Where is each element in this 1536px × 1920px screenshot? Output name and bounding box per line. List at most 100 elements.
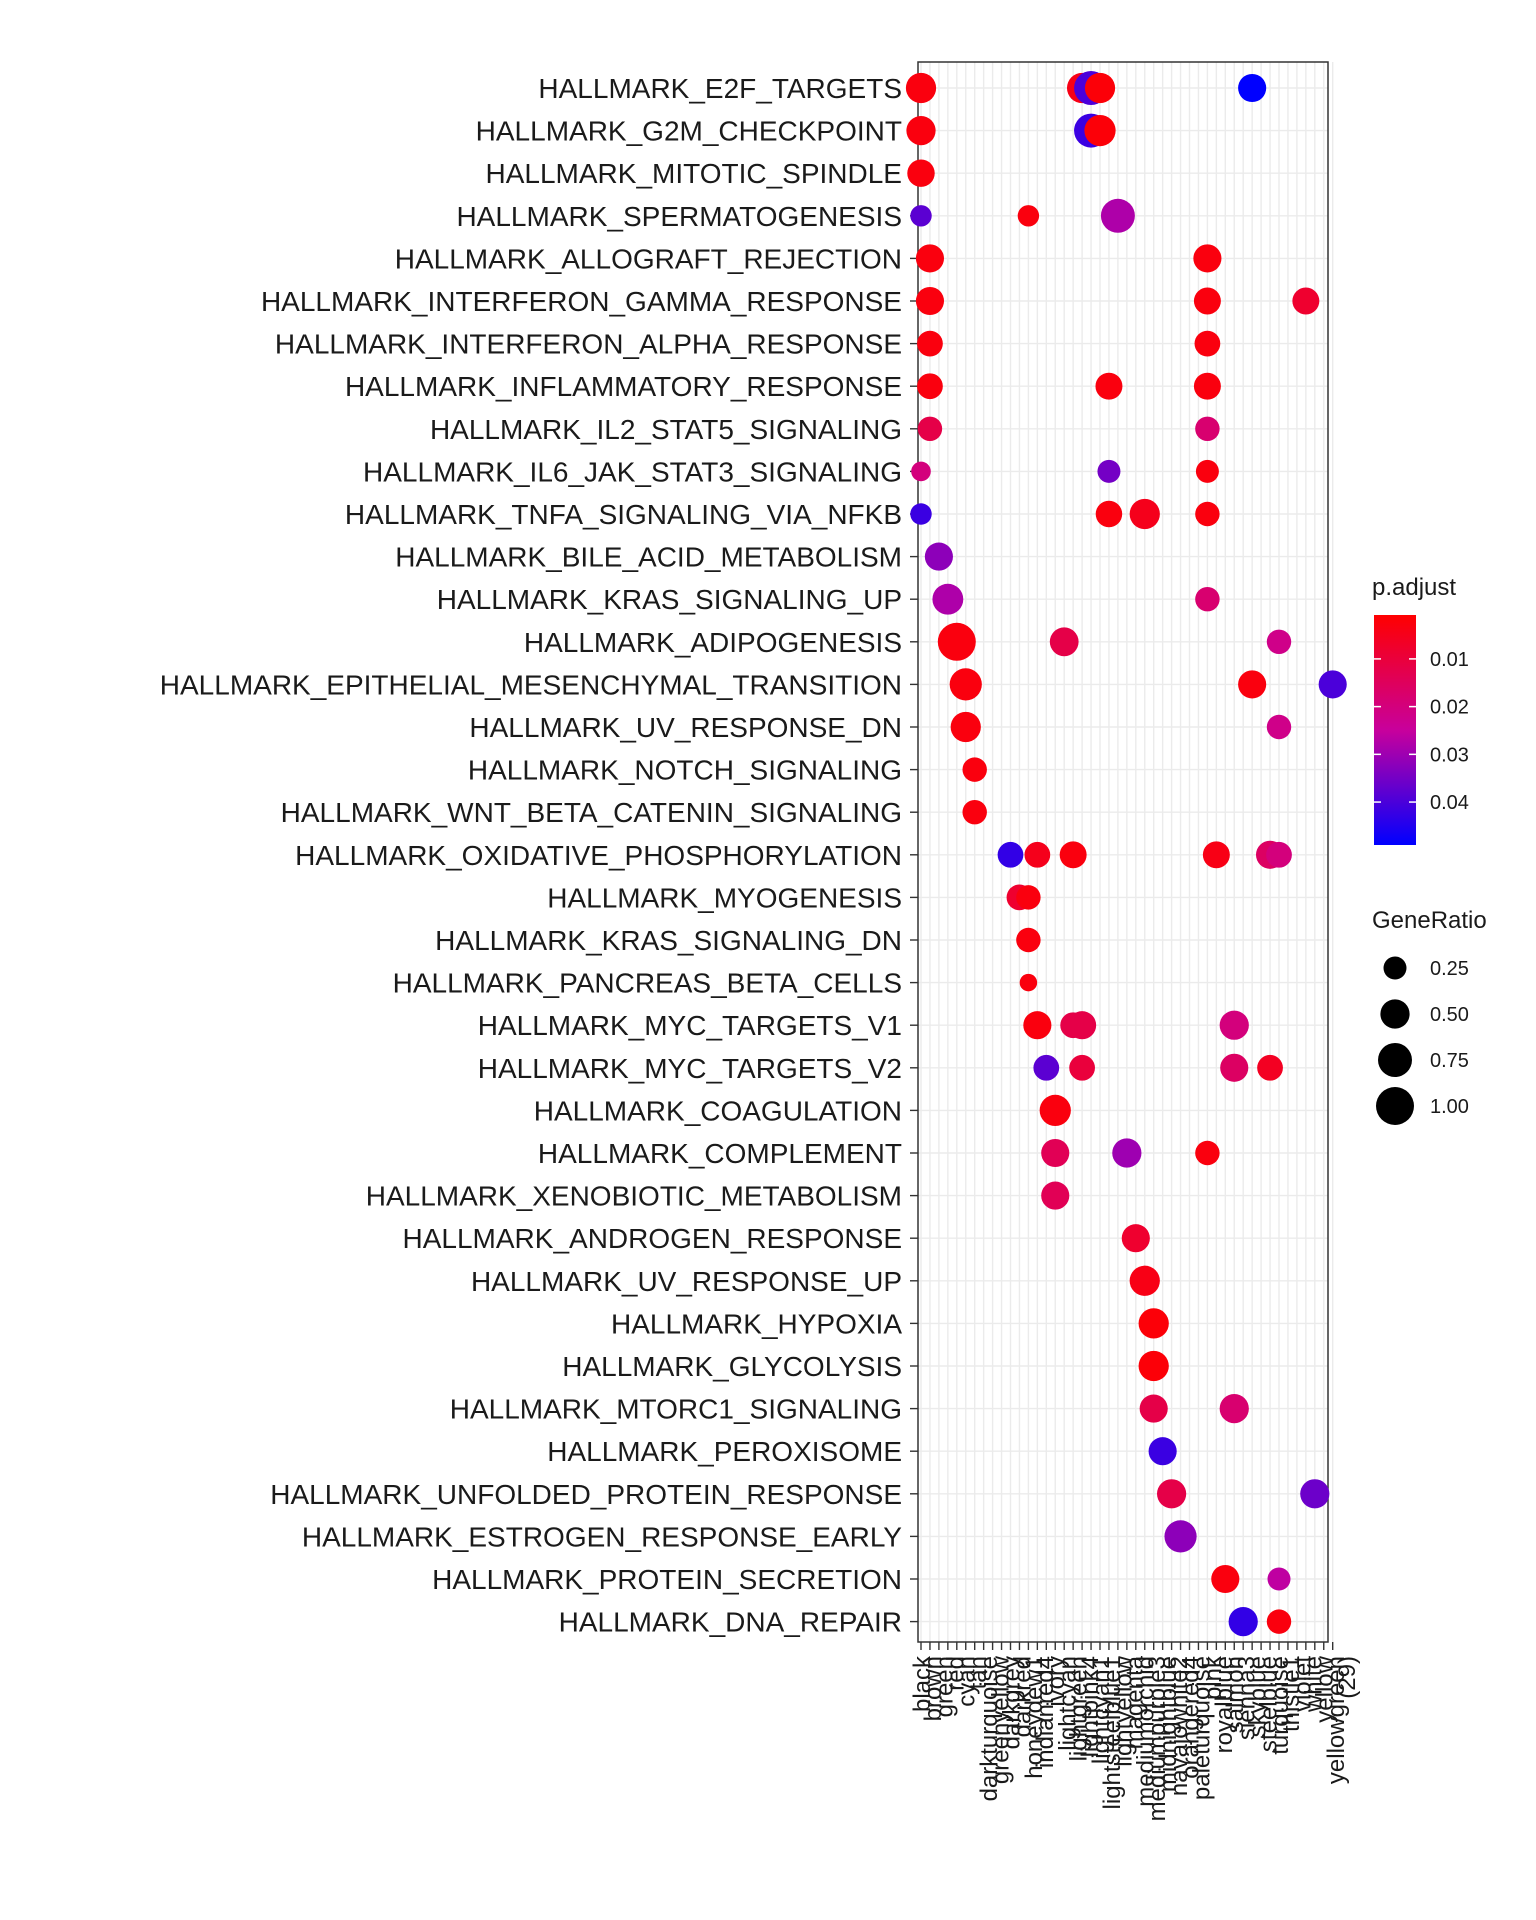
point-red-hallmark-tnfa-signaling-via-nfkb [1195,501,1220,527]
point-royalblue-hallmark-oxidative-phosphorylation [1202,841,1230,869]
x-tick-label: darkturquoise [976,1656,1003,1801]
x-tick-label: ivory [1043,1656,1070,1707]
x-tick-label: greenyellow [987,1655,1014,1784]
y-tick-label: HALLMARK_KRAS_SIGNALING_DN [435,925,902,956]
y-tick-label: HALLMARK_WNT_BETA_CATENIN_SIGNALING [281,797,902,828]
point-tan-hallmark-myc-targets-v2 [1257,1054,1283,1081]
x-tick-label: thistle1 [1278,1656,1305,1732]
point-skyblue-hallmark-e2f-targets [1238,73,1267,103]
size-legend: GeneRatio 0.25 0.50 0.75 1.00 [1372,907,1487,1125]
x-axis: blackbrowngreenredcyantandarkturquoisegr… [909,1642,1361,1821]
point-honeydew1-hallmark-kras-signaling-dn [1016,927,1041,953]
x-tick-label: turquoise [1267,1656,1294,1755]
size-legend-dot [1383,956,1407,980]
point-orangered4-hallmark-peroxisome [1148,1437,1177,1466]
point-indianred4-hallmark-myc-targets-v1 [1023,1011,1052,1040]
x-tick-label: pink [1200,1655,1227,1700]
point-orange-hallmark-mtorc1-signaling [1139,1394,1168,1423]
color-legend-title: p.adjust [1372,574,1456,601]
y-tick-label: HALLMARK_IL2_STAT5_SIGNALING [430,414,902,445]
x-tick-label: orangered4 [1177,1656,1204,1779]
y-tick-label: HALLMARK_BILE_ACID_METABOLISM [395,542,902,573]
size-legend-items: 0.25 0.50 0.75 1.00 [1376,956,1469,1125]
point-lightcyan-hallmark-xenobiotic-metabolism [1041,1181,1070,1210]
y-tick-label: HALLMARK_DNA_REPAIR [559,1607,902,1638]
x-tick-label: skyblue [1245,1656,1272,1737]
x-tick-label: black [909,1655,936,1712]
point-black-hallmark-mitotic-spindle [907,159,935,187]
y-tick-label: HALLMARK_E2F_TARGETS [538,73,902,104]
point-darkorange-hallmark-wnt-beta-catenin-signaling [962,799,987,825]
point-red-hallmark-interferon-alpha-response [1194,330,1221,357]
point-yellow-hallmark-unfolded-protein-response [1300,1479,1330,1509]
x-tick-label: (29) [1334,1656,1361,1699]
x-tick-label: lightcyan [1054,1656,1081,1751]
point-sienna3-hallmark-dna-repair [1228,1606,1258,1637]
point-blue-hallmark-interferon-gamma-response [915,286,945,316]
point-red-hallmark-il6-jak-stat3-signaling [1195,459,1219,483]
point-thistle1-hallmark-uv-response-dn [1266,714,1292,740]
point-mediumorchid-hallmark-spermatogenesis [1100,198,1135,233]
point-red-hallmark-kras-signaling-up [1195,586,1220,612]
size-legend-dot [1378,1043,1412,1077]
point-blue-hallmark-inflammatory-response [917,373,943,400]
x-tick-label: paleturquoise [1189,1656,1216,1800]
y-tick-label: HALLMARK_IL6_JAK_STAT3_SIGNALING [363,456,902,487]
point-black-hallmark-e2f-targets [905,72,937,104]
point-thistle1-hallmark-adipogenesis [1266,629,1292,655]
size-legend-label: 0.25 [1430,958,1469,980]
color-legend-tick-label: 0.04 [1430,792,1469,814]
x-tick-label: darkred [1010,1656,1037,1737]
color-legend-ticks: 0.01 0.02 0.03 0.04 [1374,649,1469,814]
x-tick-label: steelblue [1256,1656,1283,1752]
x-tick-label: yellowgreen [1323,1656,1350,1784]
point-midnightblue-hallmark-androgen-response [1121,1224,1150,1253]
y-tick-label: HALLMARK_HYPOXIA [611,1308,902,1339]
point-lightgreen-hallmark-oxidative-phosphorylation [1059,841,1087,869]
point-darkgreen-hallmark-adipogenesis [937,622,976,661]
point-brown-hallmark-bile-acid-metabolism [924,542,953,571]
y-tick-label: HALLMARK_COAGULATION [534,1095,902,1126]
point-honeydew1-hallmark-pancreas-beta-cells [1019,973,1038,992]
x-tick-label: mediumorchid [1133,1656,1160,1807]
point-black-hallmark-g2m-checkpoint [906,115,936,146]
x-tick-label: green [931,1656,958,1717]
color-legend-tick-label: 0.02 [1430,697,1469,719]
point-paleturquoise-hallmark-unfolded-protein-response [1156,1479,1187,1509]
point-29-hallmark-epithelial-mesenchymal-transition [1318,670,1347,699]
x-tick-label: lightyellow [1110,1655,1137,1766]
x-tick-label: indianred4 [1032,1656,1059,1768]
y-tick-label: HALLMARK_PANCREAS_BETA_CELLS [393,968,902,999]
point-salmon-hallmark-myc-targets-v1 [1219,1010,1249,1040]
point-lightyellow-hallmark-g2m-checkpoint [1084,114,1116,147]
x-tick-label: mediumpurple3 [1144,1656,1171,1821]
y-tick-label: HALLMARK_NOTCH_SIGNALING [468,755,902,786]
point-white-hallmark-interferon-gamma-response [1292,287,1320,315]
y-tick-label: HALLMARK_GLYCOLYSIS [562,1351,902,1382]
size-legend-dot [1380,999,1410,1029]
x-tick-label: royalblue [1211,1656,1238,1753]
point-blue-hallmark-il2-stat5-signaling [917,416,943,442]
point-red-hallmark-complement [1195,1140,1220,1166]
point-mediumpurple3-hallmark-complement [1112,1138,1142,1168]
point-saddlebrown-hallmark-protein-secretion [1211,1564,1240,1594]
y-tick-label: HALLMARK_EPITHELIAL_MESENCHYMAL_TRANSITI… [160,669,902,700]
point-thistle1-hallmark-dna-repair [1266,1609,1292,1634]
y-tick-label: HALLMARK_ESTROGEN_RESPONSE_EARLY [302,1521,902,1552]
size-legend-title: GeneRatio [1372,907,1487,934]
x-tick-label: salmon [1222,1656,1249,1733]
y-tick-label: HALLMARK_UV_RESPONSE_UP [471,1266,902,1297]
x-tick-label: tan [965,1656,992,1689]
y-tick-label: HALLMARK_MTORC1_SIGNALING [450,1394,902,1425]
color-legend-bar [1374,615,1416,845]
y-tick-label: HALLMARK_TNFA_SIGNALING_VIA_NFKB [345,499,902,530]
point-salmon-hallmark-mtorc1-signaling [1219,1393,1249,1424]
x-tick-label: brown [920,1656,947,1721]
size-legend-label: 0.75 [1430,1050,1469,1072]
x-tick-label: sienna3 [1233,1656,1260,1740]
point-indianred4-hallmark-oxidative-phosphorylation [1024,841,1051,868]
x-tick-label: cyan [954,1656,981,1707]
point-greenyellow-hallmark-oxidative-phosphorylation [997,841,1024,868]
y-tick-label: HALLMARK_KRAS_SIGNALING_UP [437,584,902,615]
